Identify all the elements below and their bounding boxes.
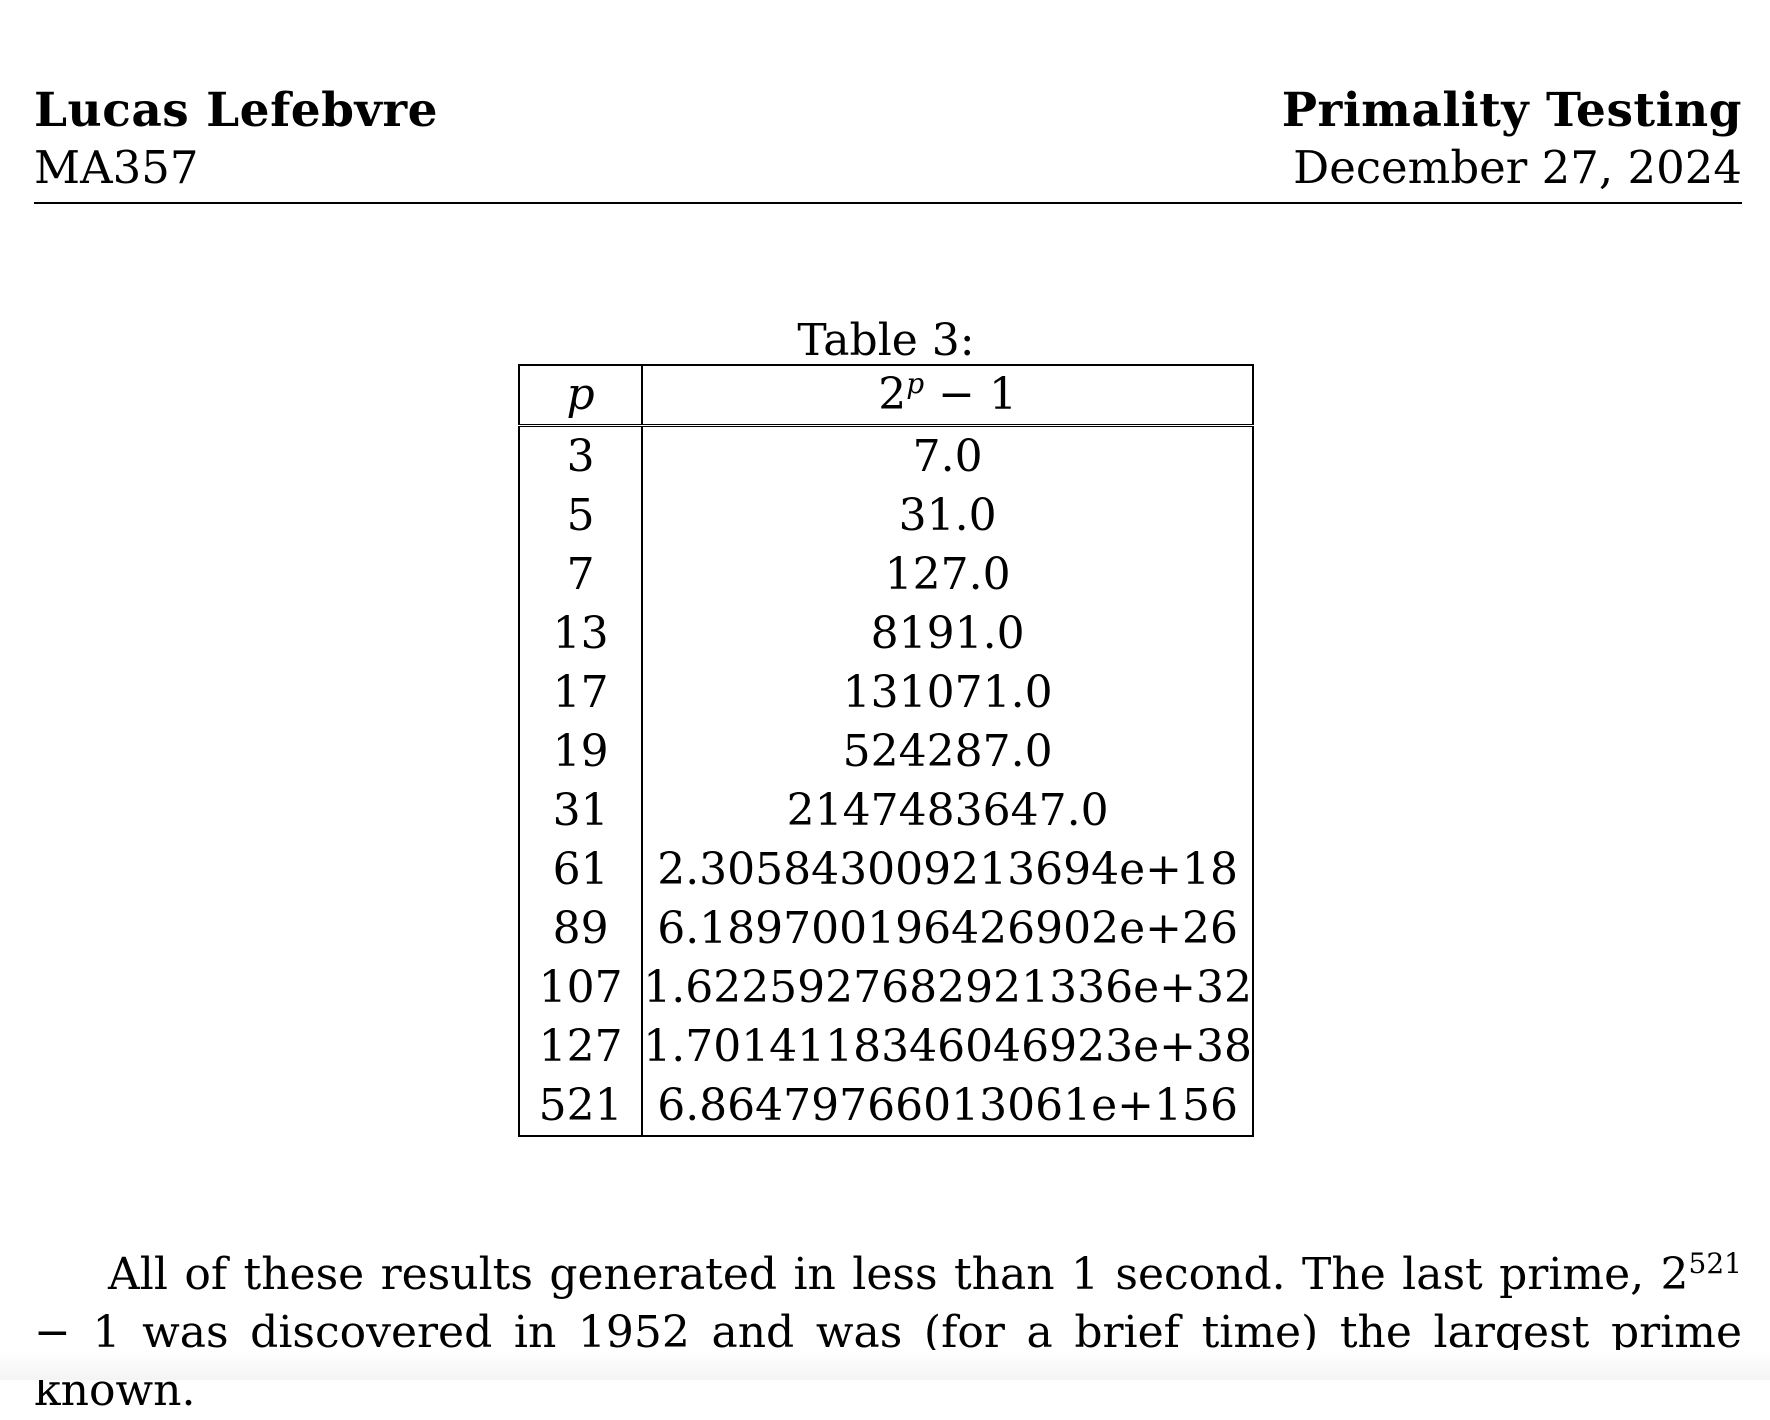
column-header-value: 2p − 1 [642,364,1254,427]
page-bottom-shade [0,1350,1770,1380]
table-row: 31 2147483647.0 [517,781,1254,840]
paragraph-exponent: 521 [1688,1247,1742,1280]
table-row: 107 1.6225927682921336e+32 [517,958,1254,1017]
cell-value: 1.6225927682921336e+32 [642,958,1254,1017]
paragraph-text-before: All of these results generated in less t… [108,1249,1661,1300]
cell-p: 521 [517,1076,644,1137]
table-row: 3 7.0 [517,425,1254,486]
cell-p: 17 [517,663,644,722]
table-body: 3 7.0 5 31.0 7 127.0 13 8191.0 17 131071.0 19 52428… [517,425,1254,1137]
document-date: December 27, 2024 [1293,141,1742,194]
header-exponent: p [906,367,925,400]
cell-value: 7.0 [642,425,1254,486]
header-divider [34,202,1742,204]
document-title: Primality Testing [1281,83,1742,138]
cell-p: 19 [517,722,644,781]
cell-p: 127 [517,1017,644,1076]
cell-p: 61 [517,840,644,899]
table-row: 13 8191.0 [517,604,1254,663]
cell-value: 524287.0 [642,722,1254,781]
table-row: 127 1.7014118346046923e+38 [517,1017,1254,1076]
table-header-row: p 2p − 1 [517,364,1254,427]
cell-value: 31.0 [642,486,1254,545]
cell-p: 5 [517,486,644,545]
header-base: 2 [878,369,907,420]
course-code: MA357 [34,141,199,194]
header-right: Primality Testing December 27, 2024 [1282,82,1742,196]
cell-p: 13 [517,604,644,663]
table-row: 5 31.0 [517,486,1254,545]
mersenne-table: p 2p − 1 3 7.0 5 31.0 7 127.0 13 8191.0 17 131071… [517,364,1254,1137]
table-row: 61 2.305843009213694e+18 [517,840,1254,899]
cell-p: 89 [517,899,644,958]
body-paragraph: All of these results generated in less t… [34,1246,1742,1420]
table-row: 17 131071.0 [517,663,1254,722]
cell-value: 1.7014118346046923e+38 [642,1017,1254,1076]
cell-p: 107 [517,958,644,1017]
header-left: Lucas Lefebvre MA357 [34,82,438,196]
column-header-p: p [517,364,644,427]
column-header-p-label: p [566,369,595,420]
cell-value: 6.86479766013061e+156 [642,1076,1254,1137]
header-suffix: − 1 [924,369,1017,420]
table-row: 7 127.0 [517,545,1254,604]
cell-value: 6.189700196426902e+26 [642,899,1254,958]
table-row: 89 6.189700196426902e+26 [517,899,1254,958]
table-caption: Table 3: [797,315,975,366]
author-name: Lucas Lefebvre [34,83,439,138]
table-row: 521 6.86479766013061e+156 [517,1076,1254,1137]
cell-p: 7 [517,545,644,604]
cell-p: 31 [517,781,644,840]
cell-value: 127.0 [642,545,1254,604]
cell-value: 8191.0 [642,604,1254,663]
table-row: 19 524287.0 [517,722,1254,781]
cell-value: 2.305843009213694e+18 [642,840,1254,899]
cell-value: 2147483647.0 [642,781,1254,840]
paragraph-base: 2 [1660,1249,1689,1300]
cell-value: 131071.0 [642,663,1254,722]
cell-p: 3 [517,425,644,486]
